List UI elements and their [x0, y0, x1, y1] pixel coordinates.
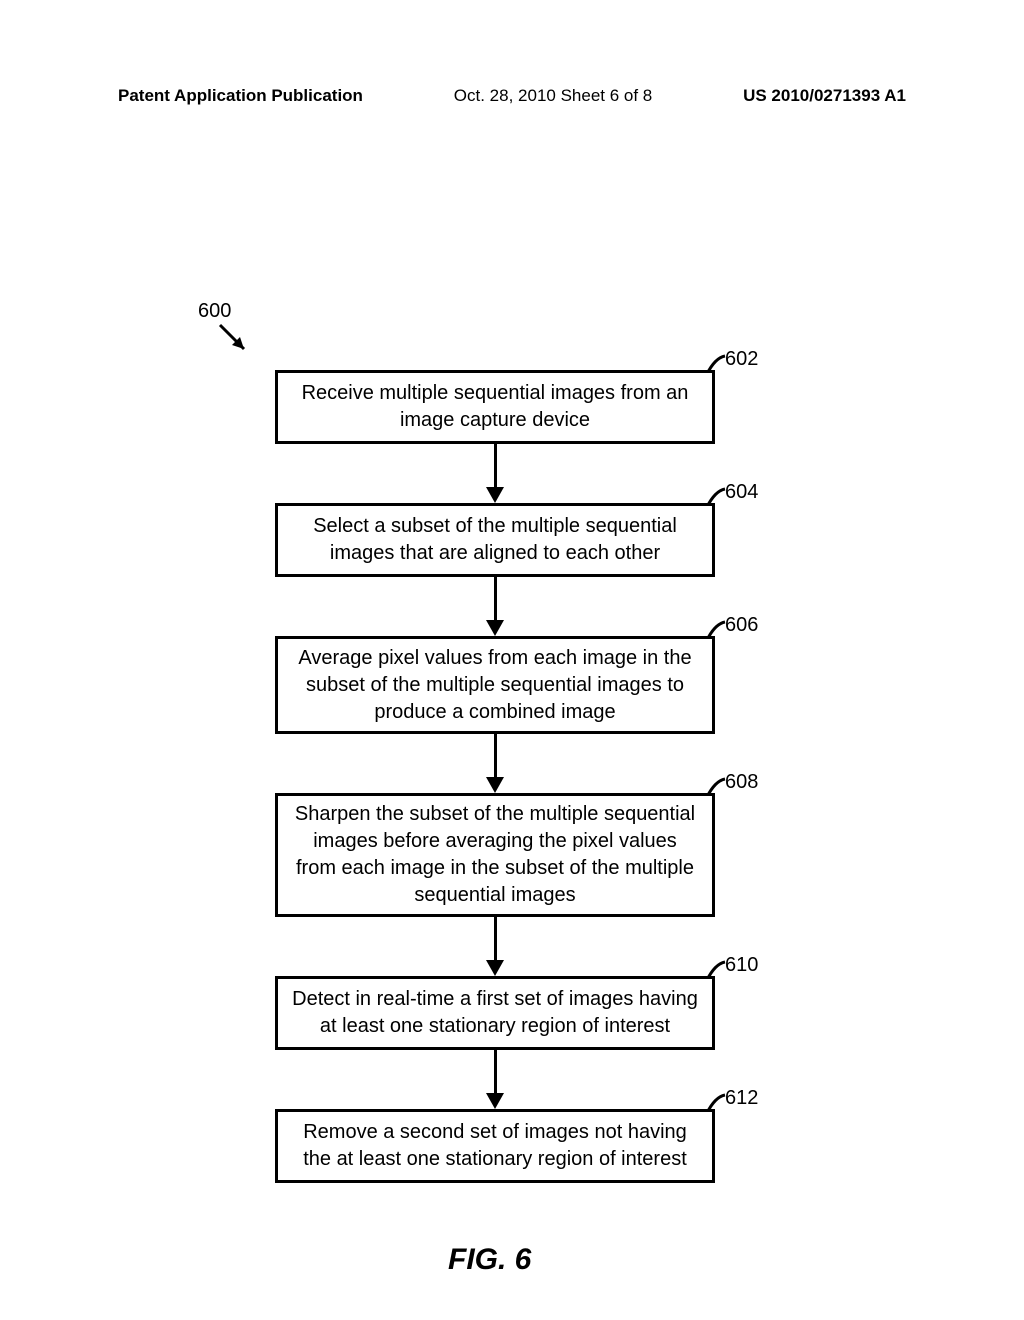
flow-step-608: Sharpen the subset of the multiple seque…: [275, 793, 715, 917]
step-reference-610: 610: [725, 954, 758, 977]
flow-step-610: Detect in real-time a first set of image…: [275, 976, 715, 1050]
flow-step-606: Average pixel values from each image in …: [275, 636, 715, 734]
flow-step-text: Receive multiple sequential images from …: [292, 380, 698, 434]
step-reference-604: 604: [725, 481, 758, 504]
flow-arrow-head: [486, 1093, 504, 1109]
header-left: Patent Application Publication: [118, 86, 363, 106]
flow-step-604: Select a subset of the multiple sequenti…: [275, 503, 715, 577]
figure-caption: FIG. 6: [448, 1243, 531, 1277]
flow-arrow-head: [486, 620, 504, 636]
flow-arrow-line: [494, 444, 497, 489]
flow-step-text: Sharpen the subset of the multiple seque…: [292, 801, 698, 909]
flow-arrow-line: [494, 1050, 497, 1095]
flow-arrow-line: [494, 734, 497, 779]
flow-arrow-head: [486, 487, 504, 503]
header-right: US 2010/0271393 A1: [743, 86, 906, 106]
flow-step-text: Average pixel values from each image in …: [292, 645, 698, 726]
flow-step-612: Remove a second set of images not having…: [275, 1109, 715, 1183]
figure-reference-number: 600: [198, 300, 231, 323]
step-reference-608: 608: [725, 771, 758, 794]
flow-step-text: Detect in real-time a first set of image…: [292, 986, 698, 1040]
flow-arrow-head: [486, 960, 504, 976]
step-reference-606: 606: [725, 614, 758, 637]
step-reference-602: 602: [725, 348, 758, 371]
flow-arrow-line: [494, 577, 497, 622]
flow-arrow-head: [486, 777, 504, 793]
header-mid: Oct. 28, 2010 Sheet 6 of 8: [454, 86, 652, 106]
figure-reference-arrow: [218, 323, 258, 368]
flow-step-text: Remove a second set of images not having…: [292, 1119, 698, 1173]
flow-step-text: Select a subset of the multiple sequenti…: [292, 513, 698, 567]
page-header: Patent Application Publication Oct. 28, …: [0, 86, 1024, 106]
step-reference-612: 612: [725, 1087, 758, 1110]
flow-arrow-line: [494, 917, 497, 962]
flow-step-602: Receive multiple sequential images from …: [275, 370, 715, 444]
